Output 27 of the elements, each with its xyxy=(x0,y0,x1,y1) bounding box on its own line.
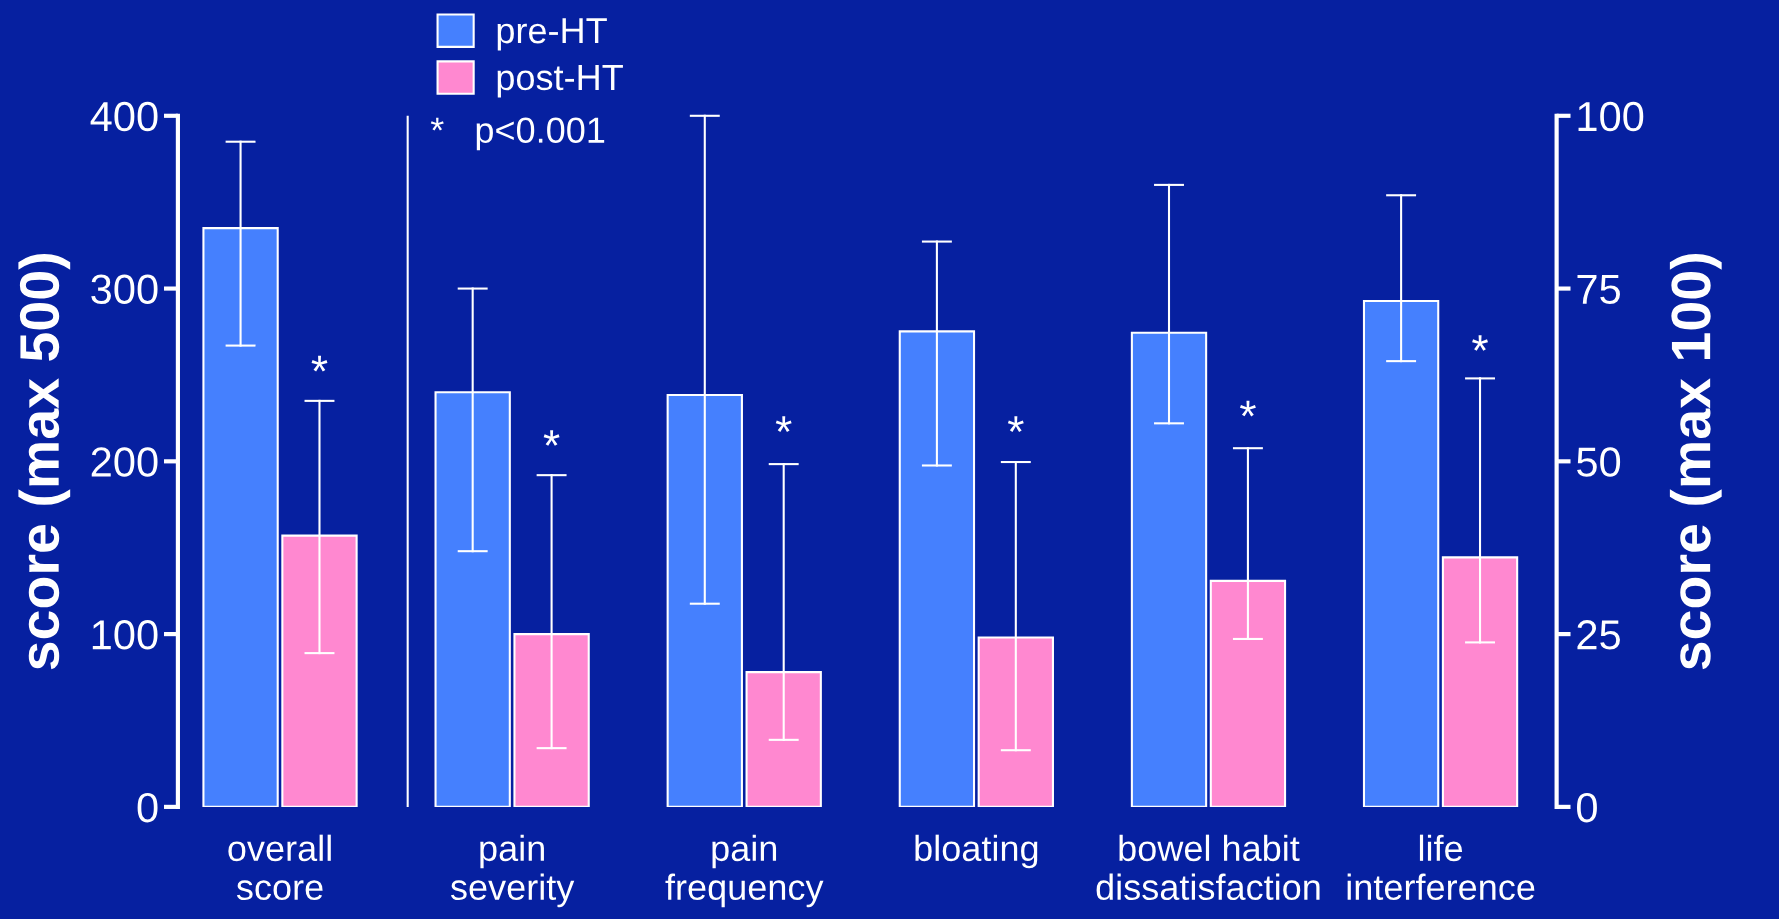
y-tick-label: 100 xyxy=(92,620,158,650)
legend-label: post-HT xyxy=(497,65,623,98)
x-tick-label: pain severity xyxy=(450,834,575,908)
y-axis-title: score (max 500) xyxy=(18,254,71,670)
y2-tick-label: 50 xyxy=(1577,447,1621,477)
x-tick-label: life interference xyxy=(1347,834,1535,901)
annotation: * xyxy=(1007,416,1024,432)
y-tick-label: 400 xyxy=(90,101,158,132)
y-tick-label: 300 xyxy=(91,274,158,305)
x-tick-label: bloating xyxy=(915,834,1038,869)
y-tick-label: 200 xyxy=(91,447,158,477)
y2-tick-label: 25 xyxy=(1577,620,1620,650)
annotation: * xyxy=(543,430,560,446)
annotation: * xyxy=(1239,400,1256,417)
legend-label: pre-HT xyxy=(497,18,607,51)
annotation: * xyxy=(775,416,792,432)
annotation: * p<0.001 xyxy=(430,117,605,151)
annotation: * xyxy=(1472,335,1488,351)
annotation: * xyxy=(311,355,328,372)
x-tick-label: pain frequency xyxy=(665,834,824,908)
y2-axis-title: score (max 100) xyxy=(1669,254,1722,670)
y2-tick-label: 0 xyxy=(1577,792,1597,823)
y-tick-label: 0 xyxy=(137,792,158,823)
y2-tick-label: 75 xyxy=(1577,275,1620,305)
y2-tick-label: 100 xyxy=(1578,101,1644,132)
x-tick-label: overall score xyxy=(228,834,331,901)
x-tick-label: bowel habit dissatisfaction xyxy=(1096,834,1320,901)
